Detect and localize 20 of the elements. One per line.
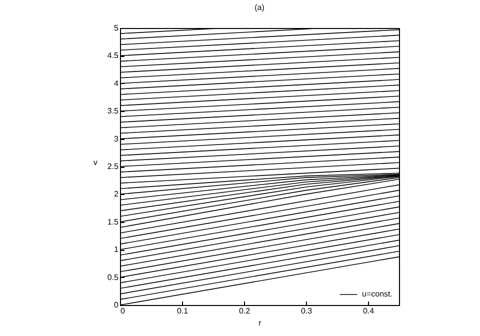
y-tick-label: 3 xyxy=(114,134,120,144)
y-tick-label: 0 xyxy=(114,300,120,310)
y-tick-label: 2.5 xyxy=(107,162,120,171)
legend-label: u=const. xyxy=(362,290,392,298)
y-tick-label: 4 xyxy=(114,78,120,88)
y-tick-label: 5 xyxy=(114,24,120,32)
y-tick-label: 0.5 xyxy=(107,272,120,282)
chart-title: (a) xyxy=(254,3,265,12)
y-tick-label: 1.5 xyxy=(107,217,120,226)
x-axis-title: r xyxy=(258,318,262,328)
y-tick-label: 3.5 xyxy=(107,106,120,116)
x-tick-label: 0.1 xyxy=(176,306,189,316)
y-axis-title: v xyxy=(93,158,98,167)
y-tick-label: 1 xyxy=(114,245,120,254)
y-tick-label: 2 xyxy=(114,190,120,199)
x-tick-label: 0.4 xyxy=(362,306,375,316)
x-tick-label: 0.2 xyxy=(238,306,251,316)
y-tick-label: 4.5 xyxy=(107,51,120,60)
x-tick-label: 0 xyxy=(120,306,126,316)
x-tick-label: 0.3 xyxy=(300,306,313,316)
